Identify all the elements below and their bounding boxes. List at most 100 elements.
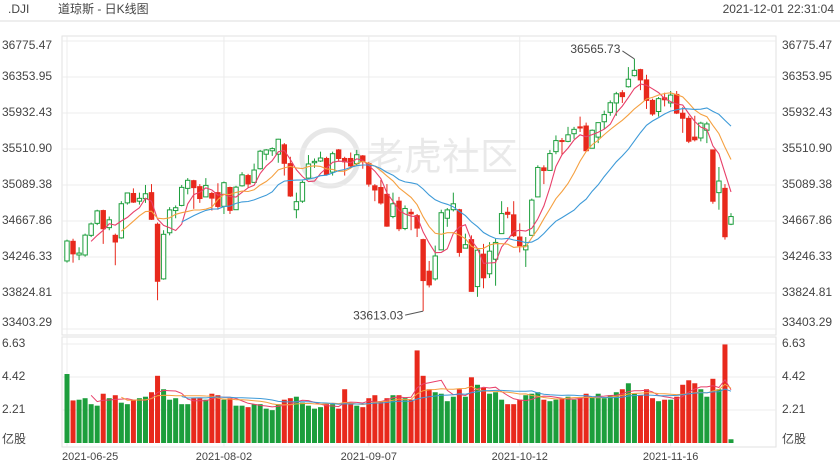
candle-body: [583, 125, 589, 152]
candle-body: [390, 203, 396, 218]
chart-title: 道琼斯 - 日K线图: [58, 1, 149, 16]
volume-bar: [468, 377, 474, 443]
candle-body: [432, 255, 438, 280]
volume-bar: [595, 393, 601, 443]
candle-body: [480, 253, 487, 279]
volume-bar: [686, 380, 692, 443]
volume-bar: [342, 389, 348, 443]
y-tick-label-right: 34667.86: [782, 213, 832, 227]
volume-bar: [203, 399, 209, 443]
candle-body: [88, 223, 94, 236]
candle-body: [571, 128, 577, 135]
candle-body: [112, 234, 118, 243]
volume-bar: [173, 398, 179, 443]
volume-bar: [149, 392, 155, 443]
candle-body: [185, 179, 191, 189]
volume-bar: [680, 384, 686, 443]
y-tick-label-right: 35932.43: [782, 105, 832, 119]
y-tick-label: 33403.29: [2, 315, 52, 329]
x-tick-label: 2021-11-16: [643, 451, 698, 463]
volume-bar: [384, 398, 390, 443]
volume-bar: [583, 393, 589, 443]
volume-bar: [64, 374, 70, 443]
candle-body: [680, 112, 686, 119]
volume-bar: [450, 396, 456, 443]
candle-body: [426, 270, 432, 286]
y-tick-label: 35510.90: [2, 141, 52, 155]
candle-body: [335, 149, 342, 159]
candle-body: [305, 163, 312, 179]
y-tick-label-right: 36353.95: [782, 69, 832, 83]
volume-bar: [269, 410, 275, 443]
candle-body: [378, 187, 384, 204]
candle-body: [565, 134, 571, 142]
volume-bar: [179, 404, 185, 443]
volume-bar: [420, 375, 426, 443]
y-tick-label-right: 35089.38: [782, 177, 832, 191]
volume-bar: [227, 398, 233, 443]
volume-bar: [571, 399, 577, 443]
volume-bar: [354, 405, 360, 443]
volume-bar: [402, 398, 408, 443]
volume-bar: [275, 404, 281, 443]
candle-body: [257, 150, 263, 170]
candle-body: [631, 69, 638, 77]
candle-body: [269, 148, 275, 152]
candle-body: [655, 98, 662, 112]
volume-bar: [372, 395, 378, 443]
volume-bar: [82, 398, 88, 443]
volume-bar: [221, 399, 227, 443]
candle-body: [698, 122, 704, 139]
volume-bar: [674, 396, 680, 443]
volume-bar: [607, 395, 613, 443]
candle-body: [595, 122, 601, 138]
candle-body: [396, 200, 402, 230]
volume-bar: [360, 407, 366, 443]
volume-tick-label: 4.42: [2, 369, 26, 383]
volume-bar: [215, 395, 221, 443]
volume-bar: [637, 395, 643, 443]
candle-body: [667, 94, 674, 104]
y-tick-label-right: 35510.90: [782, 141, 832, 155]
candle-body: [263, 149, 269, 155]
watermark: 老虎社区: [299, 127, 518, 189]
candle-body: [643, 79, 650, 101]
volume-bar: [698, 389, 704, 443]
candle-body: [649, 99, 656, 115]
y-tick-label-right: 33403.29: [782, 315, 832, 329]
candle-body: [317, 157, 324, 162]
annotation-leader: [405, 310, 424, 316]
volume-bar: [330, 404, 336, 443]
volume-bar: [185, 404, 191, 443]
volume-bar: [426, 389, 432, 443]
volume-bar: [619, 389, 625, 443]
volume-bar: [517, 399, 523, 443]
candle-body: [559, 140, 565, 143]
volume-bar: [456, 389, 462, 443]
symbol: .DJI: [8, 2, 29, 16]
x-tick-label: 2021-06-25: [62, 451, 118, 463]
candle-body: [76, 252, 82, 256]
candle-body: [64, 240, 70, 262]
volume-bar: [118, 402, 124, 443]
candle-body: [728, 216, 734, 225]
volume-bar: [245, 407, 251, 443]
volume-bar: [499, 399, 505, 443]
volume-bar: [577, 398, 583, 443]
candle-body: [474, 249, 481, 288]
candle-body: [402, 207, 408, 230]
volume-bar: [668, 399, 674, 443]
volume-bar: [656, 401, 662, 443]
volume-bar: [692, 383, 698, 443]
volume-bar: [94, 405, 100, 443]
y-tick-label-right: 34246.33: [782, 249, 832, 263]
volume-bar: [112, 395, 118, 443]
volume-bar: [589, 396, 595, 443]
y-tick-label: 35932.43: [2, 105, 52, 119]
volume-bar: [625, 383, 631, 443]
volume-bar: [257, 404, 263, 443]
candle-body: [245, 175, 251, 185]
volume-ma-line: [181, 388, 732, 405]
